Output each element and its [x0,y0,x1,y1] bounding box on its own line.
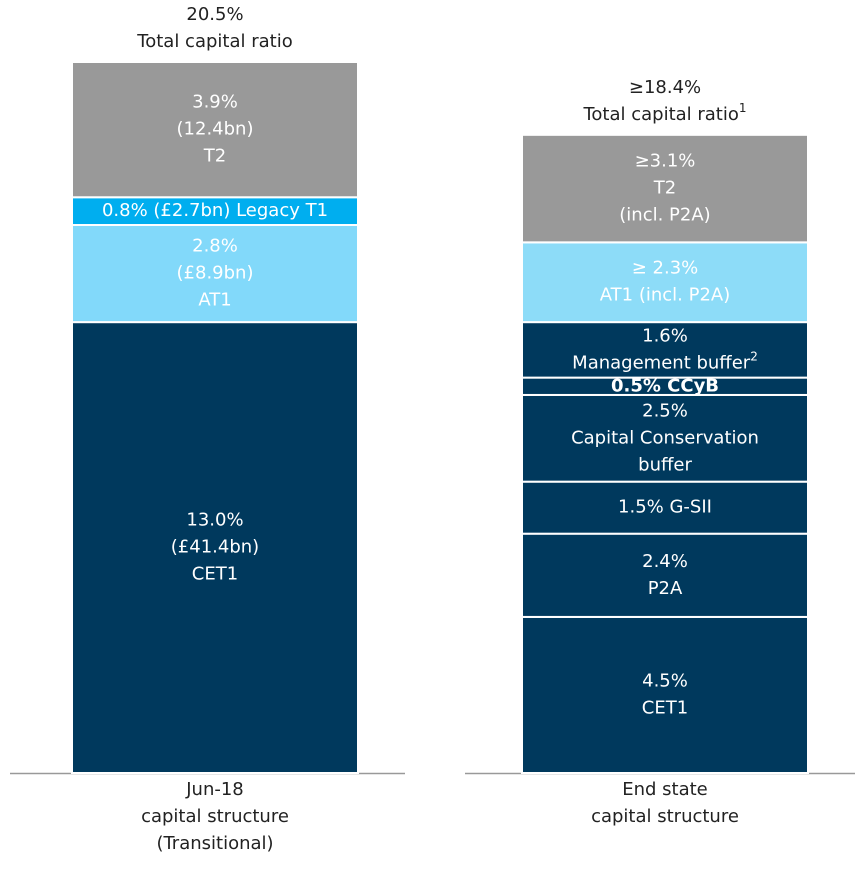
segment-label: AT1 [198,290,231,311]
segment-label: ≥3.1% [635,151,696,172]
bar-segment [521,532,809,618]
segment-label: (£41.4bn) [171,537,259,558]
bar-segment [71,321,359,774]
bar-segment [71,61,359,199]
segment-label: CET1 [642,697,688,718]
segment-label: 4.5% [642,670,688,691]
x-tick-label: capital structure [141,806,289,827]
x-tick-label: End state [622,779,708,800]
segment-label: 2.8% [192,236,238,257]
total-label-line: Total capital ratio [582,104,738,125]
segment-label: 1.6% [642,325,688,346]
segment-label: ≥ 2.3% [632,258,699,279]
segment-label: (£8.9bn) [177,263,254,284]
footnote-mark: 1 [739,100,747,114]
segment-label: P2A [648,578,683,599]
segment-label: 13.0% [186,510,243,531]
segment-label: Capital Conservation [571,427,759,448]
total-label-line: Total capital ratio [136,31,292,52]
segment-label: (12.4bn) [177,119,254,140]
segment-label: (incl. P2A) [619,205,710,226]
footnote-mark: 2 [750,349,758,363]
segment-label: 0.5% CCyB [611,375,719,396]
segment-label: 1.5% G-SII [618,497,712,518]
total-label: 20.5% Total capital ratio [136,4,292,52]
bar-segment [521,393,809,483]
segment-label: 2.4% [642,551,688,572]
total-label-line: Total capital ratio1 [582,100,746,125]
total-label-line: 20.5% [186,4,243,25]
segment-label: 3.9% [192,92,238,113]
x-tick-label: capital structure [591,806,739,827]
bar-segment [521,241,809,324]
segment-label: T2 [653,178,676,199]
segment-label: AT1 (incl. P2A) [600,285,731,306]
segment-label: 2.5% [642,400,688,421]
segment-label: T2 [203,146,226,167]
bar-segment [521,615,809,774]
total-label-line: ≥18.4% [629,77,701,98]
total-label: ≥18.4%Total capital ratio1 [582,77,746,125]
segment-label: 0.8% (£2.7bn) Legacy T1 [102,200,328,221]
x-tick-label: (Transitional) [156,833,273,854]
segment-label: buffer [638,454,692,475]
segment-label: Management buffer [572,352,751,373]
segment-label: Management buffer2 [572,349,758,374]
segment-label: CET1 [192,564,238,585]
x-tick-label: Jun-18 [185,779,244,800]
bar-segment [521,480,809,535]
bar-segment [71,196,359,227]
bar-segment [521,133,809,244]
